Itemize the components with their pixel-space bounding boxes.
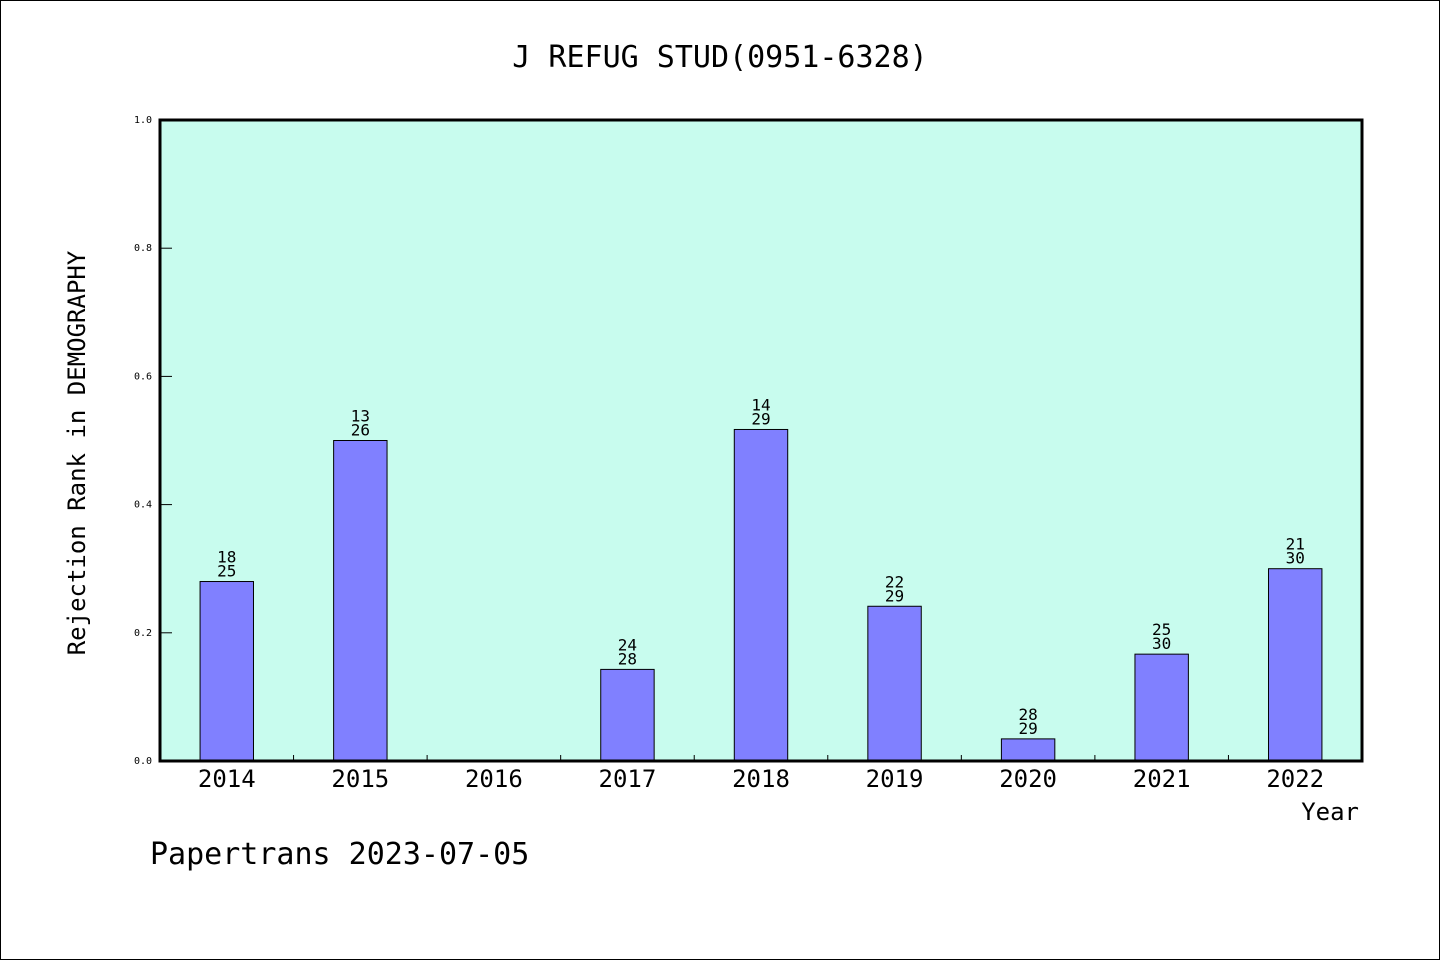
- bar-2020: [1000, 738, 1056, 762]
- x-tick-label: 2020: [999, 765, 1057, 793]
- footer-text: Papertrans 2023-07-05: [150, 837, 529, 872]
- bar-label-top: 18: [217, 548, 236, 567]
- y-tick-label: 0.4: [134, 500, 152, 511]
- x-tick-label: 2019: [866, 765, 924, 793]
- bar-label-bottom: 26: [351, 421, 370, 440]
- y-tick-label: 1.0: [134, 115, 152, 126]
- y-tick-label: 0.0: [134, 756, 152, 767]
- x-tick-label: 2021: [1133, 765, 1191, 793]
- x-tick-label: 2015: [331, 765, 389, 793]
- bar-2015: [333, 440, 388, 762]
- bar-label-top: 28: [1018, 705, 1037, 724]
- bar-label-top: 14: [751, 395, 770, 414]
- x-axis-ticks: 2014 2015 2016 2017 2018 2019 2020 2021 2022: [198, 755, 1324, 793]
- bar-2021: [1134, 653, 1189, 762]
- bars: [199, 428, 1323, 762]
- x-tick-label: 2018: [732, 765, 790, 793]
- bar-label-bottom: 30: [1286, 549, 1305, 568]
- bar-label-bottom: 29: [1018, 719, 1037, 738]
- bar-2019: [867, 605, 922, 762]
- y-axis-label: Rejection Rank in DEMOGRAPHY: [63, 250, 91, 655]
- bar-label-top: 24: [618, 635, 637, 654]
- bar-2022: [1268, 568, 1323, 762]
- y-tick-label: 0.6: [134, 371, 152, 382]
- bar-label-bottom: 29: [885, 586, 904, 605]
- x-tick-label: 2022: [1266, 765, 1324, 793]
- bar-label-bottom: 25: [217, 562, 236, 581]
- bar-2014: [199, 581, 254, 762]
- bar-label-top: 22: [885, 572, 904, 591]
- bar-label-top: 25: [1152, 620, 1171, 639]
- bar-label-top: 13: [351, 407, 370, 426]
- bar-2018: [733, 428, 789, 762]
- bar-label-bottom: 28: [618, 649, 637, 668]
- y-tick-label: 0.8: [134, 243, 152, 254]
- plot-border: [158, 118, 1364, 763]
- y-tick-label: 0.2: [134, 628, 152, 639]
- chart-title: J REFUG STUD(0951-6328): [512, 40, 927, 75]
- bar-2017: [600, 668, 655, 762]
- x-tick-label: 2014: [198, 765, 256, 793]
- x-tick-label: 2016: [465, 765, 523, 793]
- bar-label-bottom: 29: [751, 409, 770, 428]
- bar-label-top: 21: [1286, 535, 1305, 554]
- x-axis-label: Year: [1301, 798, 1359, 826]
- x-tick-label: 2017: [599, 765, 657, 793]
- bar-label-bottom: 30: [1152, 634, 1171, 653]
